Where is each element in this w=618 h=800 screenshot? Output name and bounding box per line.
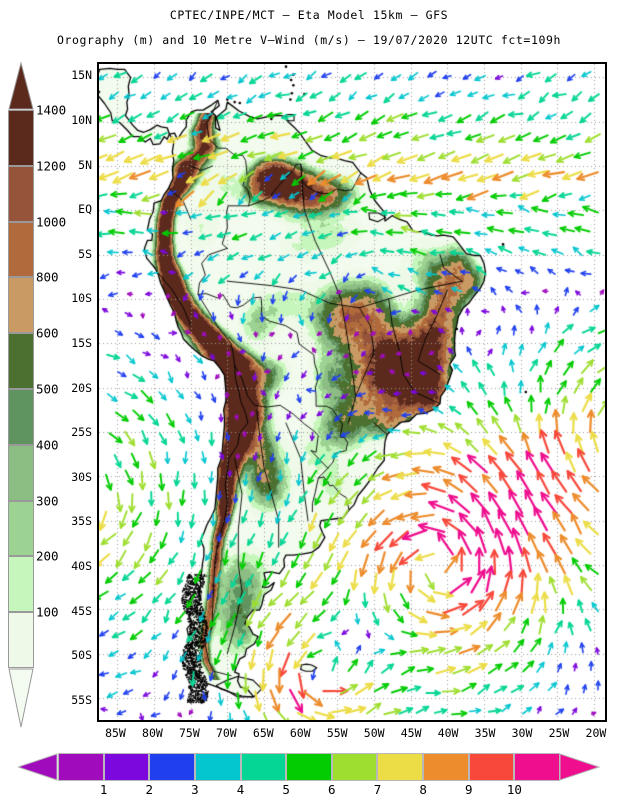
longitude-tick-label: 40W — [437, 726, 459, 740]
wind-tick-label: 2 — [145, 782, 154, 797]
wind-colorbar-segment — [377, 753, 424, 781]
orography-colorbar-segment — [8, 277, 34, 334]
page-title-variable: Orography (m) and 10 Metre V—Wind (m/s) … — [56, 33, 562, 47]
orography-tick-label: 1000 — [36, 214, 67, 230]
latitude-tick-label: 15N — [71, 68, 92, 83]
orography-tick-label: 1400 — [36, 102, 67, 118]
orography-tick-label: 100 — [36, 604, 59, 620]
longitude-tick-label: 55W — [326, 726, 348, 740]
latitude-tick-label: 10S — [71, 291, 92, 306]
wind-tick-label: 1 — [99, 782, 108, 797]
latitude-tick-label: 15S — [71, 335, 92, 350]
wind-tick-label: 9 — [464, 782, 473, 797]
orography-colorbar-segment — [8, 500, 34, 557]
latitude-tick-label: EQ — [78, 202, 92, 217]
wind-tick-label: 4 — [236, 782, 245, 797]
wind-colorbar-segment — [58, 753, 104, 781]
longitude-tick-label: 30W — [511, 726, 533, 740]
map-plot-area[interactable] — [97, 62, 607, 722]
longitude-tick-label: 20W — [585, 726, 607, 740]
longitude-tick-label: 60W — [289, 726, 311, 740]
latitude-tick-label: 10N — [71, 112, 92, 127]
orography-colorbar-segment — [8, 165, 34, 222]
page-title-model: CPTEC/INPE/MCT — Eta Model 15km — GFS — [169, 8, 449, 22]
latitude-tick-label: 35S — [71, 514, 92, 529]
orography-colorbar-segment — [8, 612, 34, 668]
wind-colorbar-segment — [514, 753, 560, 781]
orography-colorbar — [8, 62, 34, 728]
orography-tick-label: 600 — [36, 325, 59, 341]
wind-tick-label: 7 — [373, 782, 382, 797]
latitude-tick-label: 45S — [71, 603, 92, 618]
latitude-tick-label: 5S — [78, 246, 92, 261]
orography-colorbar-segment — [8, 389, 34, 445]
orography-tick-label: 400 — [36, 437, 59, 453]
longitude-tick-label: 85W — [105, 726, 126, 740]
orography-colorbar-segment — [8, 444, 34, 501]
wind-colorbar-segment — [194, 753, 241, 781]
orography-tick-label: 500 — [36, 381, 59, 397]
orography-tick-label: 200 — [36, 548, 59, 564]
orography-tick-label: 800 — [36, 269, 59, 285]
wind-tick-label: 5 — [282, 782, 290, 797]
longitude-tick-label: 80W — [142, 726, 163, 740]
longitude-tick-label: 25W — [548, 726, 570, 740]
wind-colorbar-segment — [286, 753, 332, 781]
longitude-tick-label: 35W — [474, 726, 496, 740]
orography-tick-label: 1200 — [36, 158, 67, 174]
latitude-tick-label: 30S — [71, 469, 92, 484]
latitude-tick-label: 50S — [71, 648, 92, 663]
wind-colorbar-segment — [468, 753, 515, 781]
orography-tick-label: 300 — [36, 493, 59, 509]
wind-tick-label: 3 — [191, 782, 199, 797]
longitude-tick-label: 70W — [215, 726, 237, 740]
orography-colorbar-segment — [8, 221, 34, 278]
orography-colorbar-segment — [8, 333, 34, 389]
latitude-tick-label: 40S — [71, 558, 92, 573]
longitude-tick-label: 75W — [179, 726, 200, 740]
wind-colorbar-segment — [331, 753, 378, 781]
latitude-tick-label: 20S — [71, 380, 92, 395]
wind-tick-label: 8 — [419, 782, 427, 797]
wind-tick-label: 6 — [328, 782, 336, 797]
wind-speed-colorbar — [18, 753, 600, 781]
latitude-tick-label: 5N — [78, 157, 92, 172]
longitude-tick-label: 50W — [363, 726, 385, 740]
latitude-tick-label: 25S — [71, 425, 92, 440]
longitude-tick-label: 45W — [400, 726, 422, 740]
map-canvas — [99, 64, 605, 720]
wind-colorbar-segment — [240, 753, 287, 781]
orography-colorbar-segment — [8, 556, 34, 613]
orography-colorbar-segment — [8, 110, 34, 166]
wind-colorbar-segment — [423, 753, 469, 781]
wind-tick-label: 10 — [506, 782, 522, 797]
wind-colorbar-segment — [149, 753, 195, 781]
wind-colorbar-segment — [103, 753, 150, 781]
longitude-tick-label: 65W — [252, 726, 274, 740]
latitude-tick-label: 55S — [71, 692, 92, 707]
